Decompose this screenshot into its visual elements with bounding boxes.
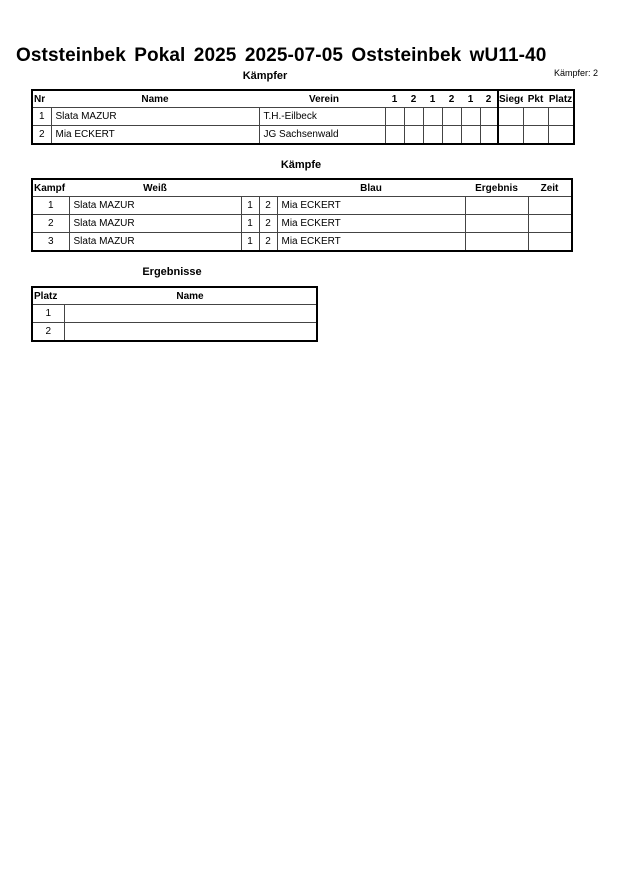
platz-cell (547, 125, 575, 145)
siege-cell (497, 125, 524, 145)
fighters-header-row: Nr Name Verein 1 2 1 2 1 2 Siege Pkt Pla… (32, 90, 574, 108)
fight-no: 2 (31, 214, 70, 233)
col-score: 1 (423, 90, 442, 108)
col-siege: Siege (497, 90, 523, 108)
fighter-count: Kämpfer: 2 (553, 68, 598, 78)
col-verein: Verein (259, 90, 385, 108)
fighters-heading: Kämpfer (242, 70, 288, 82)
score-cell (384, 125, 405, 145)
pkt-cell (522, 107, 549, 126)
fighter-name: Slata MAZUR (50, 107, 260, 126)
score-cell (441, 125, 462, 145)
blue-fighter: Mia ECKERT (276, 196, 466, 215)
result-cell (464, 196, 529, 215)
fights-heading: Kämpfe (280, 159, 322, 171)
col-name: Name (64, 287, 317, 305)
fights-table: Kampf Weiß Blau Ergebnis Zeit 1 Slata MA… (31, 178, 573, 252)
col-kampf: Kampf (32, 179, 69, 197)
result-place: 2 (31, 322, 65, 342)
table-row: 3 Slata MAZUR 1 2 Mia ECKERT (31, 232, 573, 252)
fight-no: 3 (31, 232, 70, 252)
fights-header-row: Kampf Weiß Blau Ergebnis Zeit (32, 179, 572, 197)
page-title: Oststeinbek Pokal 2025 2025-07-05 Ostste… (16, 45, 547, 66)
score-cell (460, 107, 481, 126)
white-fighter: Slata MAZUR (68, 232, 242, 252)
white-fighter: Slata MAZUR (68, 196, 242, 215)
table-row: 2 (31, 322, 318, 342)
time-cell (527, 232, 573, 252)
col-score: 2 (404, 90, 423, 108)
col-platz: Platz (32, 287, 64, 305)
white-nr: 1 (240, 214, 260, 233)
blue-fighter: Mia ECKERT (276, 232, 466, 252)
blue-fighter: Mia ECKERT (276, 214, 466, 233)
col-platz: Platz (548, 90, 574, 108)
score-cell (479, 125, 499, 145)
col-score: 1 (461, 90, 480, 108)
results-header-row: Platz Name (32, 287, 317, 305)
fighter-club: T.H.-Eilbeck (258, 107, 386, 126)
col-ergebnis: Ergebnis (465, 179, 528, 197)
col-name: Name (51, 90, 259, 108)
result-cell (464, 214, 529, 233)
white-nr: 1 (240, 232, 260, 252)
fighter-nr: 1 (31, 107, 52, 126)
col-score: 1 (385, 90, 404, 108)
score-cell (422, 107, 443, 126)
col-blau: Blau (277, 179, 465, 197)
blue-nr: 2 (258, 214, 278, 233)
results-heading: Ergebnisse (142, 266, 202, 278)
time-cell (527, 196, 573, 215)
result-name (63, 304, 318, 323)
col-nr: Nr (32, 90, 51, 108)
fighters-table: Nr Name Verein 1 2 1 2 1 2 Siege Pkt Pla… (31, 89, 575, 145)
fighter-name: Mia ECKERT (50, 125, 260, 145)
col-weiss: Weiß (69, 179, 241, 197)
white-fighter: Slata MAZUR (68, 214, 242, 233)
table-row: 1 (31, 304, 318, 323)
white-nr: 1 (240, 196, 260, 215)
fight-no: 1 (31, 196, 70, 215)
result-name (63, 322, 318, 342)
score-cell (479, 107, 499, 126)
col-pkt: Pkt (523, 90, 548, 108)
score-cell (422, 125, 443, 145)
col-score: 2 (442, 90, 461, 108)
score-cell (403, 125, 424, 145)
blue-nr: 2 (258, 232, 278, 252)
platz-cell (547, 107, 575, 126)
fighter-club: JG Sachsenwald (258, 125, 386, 145)
fighter-nr: 2 (31, 125, 52, 145)
table-row: 2 Slata MAZUR 1 2 Mia ECKERT (31, 214, 573, 233)
result-cell (464, 232, 529, 252)
siege-cell (497, 107, 524, 126)
blue-nr: 2 (258, 196, 278, 215)
score-cell (403, 107, 424, 126)
table-row: 1 Slata MAZUR 1 2 Mia ECKERT (31, 196, 573, 215)
table-row: 1 Slata MAZUR T.H.-Eilbeck (31, 107, 575, 126)
score-cell (460, 125, 481, 145)
col-score: 2 (480, 90, 498, 108)
score-cell (441, 107, 462, 126)
time-cell (527, 214, 573, 233)
result-place: 1 (31, 304, 65, 323)
col-zeit: Zeit (528, 179, 572, 197)
pkt-cell (522, 125, 549, 145)
results-table: Platz Name 1 2 (31, 286, 318, 342)
score-cell (384, 107, 405, 126)
table-row: 2 Mia ECKERT JG Sachsenwald (31, 125, 575, 145)
